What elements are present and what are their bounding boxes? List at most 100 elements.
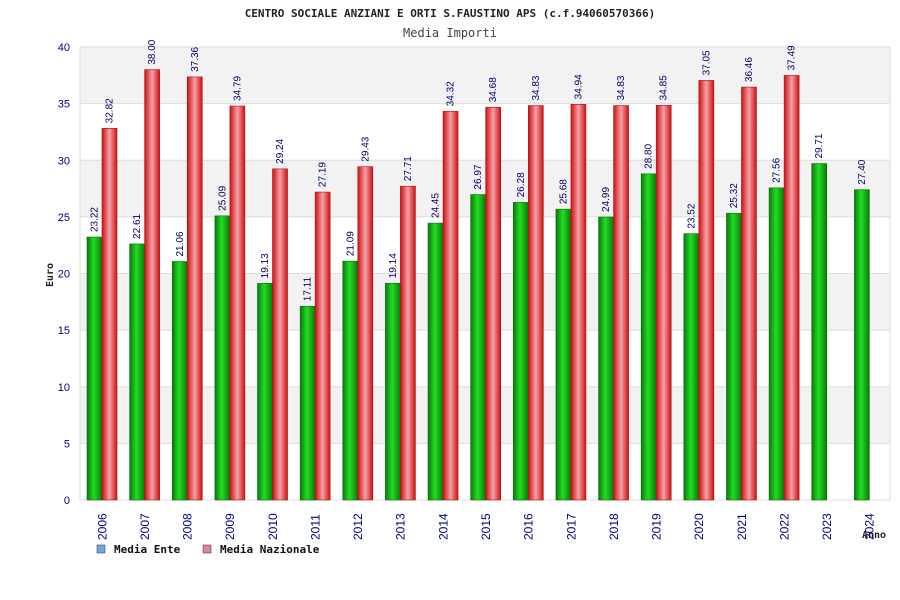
x-tick-label: 2009 — [223, 513, 237, 540]
y-tick-label: 40 — [58, 42, 70, 54]
data-label-media-nazionale: 32.82 — [105, 98, 116, 123]
data-labels: 23.22 22.61 21.06 25.09 19.13 17.11 21.09 19.14… — [90, 39, 868, 301]
bar-media-nazionale — [442, 111, 459, 501]
bar-media-ente — [86, 236, 103, 501]
bar-media-ente — [470, 194, 486, 501]
y-tick-label: 35 — [58, 99, 70, 111]
y-tick-label: 20 — [58, 269, 70, 281]
data-label-media-nazionale: 27.71 — [403, 156, 414, 181]
data-label-media-nazionale: 29.24 — [275, 138, 286, 163]
legend-label-media-nazionale: Media Nazionale — [220, 543, 320, 556]
x-tick-label: 2013 — [394, 513, 408, 540]
bar-media-nazionale — [783, 75, 800, 501]
bar-media-ente — [342, 260, 359, 501]
bar-media-nazionale — [101, 128, 118, 501]
legend-swatch-media-nazionale — [202, 544, 212, 554]
x-tick-label: 2006 — [95, 513, 109, 540]
bar-media-ente — [640, 173, 657, 501]
data-label-media-nazionale: 34.79 — [232, 76, 243, 101]
x-tick-label: 2011 — [308, 514, 322, 540]
data-label-media-ente: 29.71 — [814, 133, 825, 158]
bar-media-ente — [811, 163, 828, 501]
data-label-media-nazionale: 38.00 — [147, 39, 158, 64]
bar-media-ente — [171, 261, 188, 501]
y-tick-label: 10 — [58, 382, 70, 394]
y-tick-label: 25 — [58, 212, 70, 224]
legend: Media Ente Media Nazionale — [96, 543, 320, 556]
y-tick-label: 15 — [58, 325, 70, 337]
bar-media-ente — [513, 202, 529, 501]
bar-media-nazionale — [613, 105, 629, 501]
bar-media-nazionale — [272, 168, 288, 501]
data-label-media-ente: 21.09 — [345, 231, 356, 256]
data-label-media-nazionale: 34.83 — [531, 75, 542, 100]
data-label-media-ente: 21.06 — [175, 231, 186, 256]
bar-media-nazionale — [698, 80, 715, 501]
data-label-media-ente: 19.14 — [388, 253, 399, 278]
x-tick-label: 2017 — [564, 513, 578, 540]
x-tick-label: 2022 — [777, 513, 791, 540]
data-label-media-ente: 24.45 — [431, 193, 442, 218]
data-label-media-ente: 23.52 — [686, 203, 697, 228]
data-label-media-ente: 17.11 — [303, 277, 314, 302]
bar-media-nazionale — [570, 104, 587, 501]
data-label-media-ente: 25.68 — [558, 179, 569, 204]
data-label-media-nazionale: 34.68 — [488, 77, 499, 102]
x-tick-label: 2024 — [863, 513, 877, 540]
data-label-media-nazionale: 34.94 — [573, 74, 584, 99]
y-tick-label: 30 — [58, 155, 70, 167]
data-label-media-ente: 28.80 — [644, 143, 655, 168]
data-label-media-nazionale: 29.43 — [360, 136, 371, 161]
x-tick-label: 2007 — [138, 513, 152, 540]
bar-media-ente — [214, 215, 231, 501]
x-tick-label: 2015 — [479, 513, 493, 540]
legend-label-media-ente: Media Ente — [114, 543, 181, 556]
y-axis-label: Euro — [45, 263, 56, 287]
bar-media-nazionale — [528, 105, 544, 501]
bar-media-ente — [427, 222, 444, 501]
bar-media-nazionale — [655, 105, 672, 501]
chart-title: CENTRO SOCIALE ANZIANI E ORTI S.FAUSTINO… — [245, 7, 656, 20]
bar-media-ente — [129, 243, 145, 501]
y-tick-label: 0 — [64, 495, 70, 507]
data-label-media-ente: 27.56 — [772, 157, 783, 182]
data-label-media-nazionale: 34.32 — [446, 81, 457, 106]
bar-media-nazionale — [400, 185, 416, 501]
data-label-media-nazionale: 36.46 — [744, 57, 755, 82]
data-label-media-nazionale: 37.05 — [701, 50, 712, 75]
x-tick-label: 2008 — [181, 513, 195, 540]
bar-media-ente — [385, 282, 401, 501]
bar-media-ente — [726, 212, 742, 501]
x-axis-ticks: 2006 2007 2008 2009 2010 2011 2012 2013 2014 2015… — [95, 513, 876, 540]
bar-media-nazionale — [485, 106, 501, 501]
x-tick-label: 2018 — [607, 513, 621, 540]
x-tick-label: 2012 — [351, 513, 365, 540]
bar-media-ente — [598, 216, 614, 501]
data-label-media-ente: 23.22 — [90, 207, 101, 232]
y-tick-label: 5 — [64, 438, 70, 450]
bars — [86, 69, 870, 501]
bar-media-ente — [299, 305, 316, 501]
x-tick-label: 2010 — [266, 513, 280, 540]
x-tick-label: 2021 — [735, 513, 749, 540]
data-label-media-ente: 26.28 — [516, 172, 527, 197]
bar-media-nazionale — [357, 166, 374, 501]
data-label-media-ente: 19.13 — [260, 253, 271, 278]
x-axis-label: Anno — [862, 530, 886, 541]
legend-swatch-media-ente — [96, 544, 106, 554]
bar-media-nazionale — [144, 69, 160, 501]
bar-media-nazionale — [229, 105, 246, 501]
bar-media-ente — [768, 187, 785, 501]
bar-media-ente — [257, 283, 273, 501]
x-tick-label: 2020 — [692, 513, 706, 540]
x-tick-label: 2016 — [522, 513, 536, 540]
bar-media-ente — [854, 189, 870, 501]
data-label-media-nazionale: 34.85 — [659, 75, 670, 100]
bar-media-nazionale — [741, 86, 757, 501]
data-label-media-ente: 22.61 — [132, 213, 143, 238]
bar-media-nazionale — [314, 191, 331, 501]
data-label-media-nazionale: 34.83 — [616, 75, 627, 100]
data-label-media-ente: 25.32 — [729, 183, 740, 208]
bar-media-ente — [555, 208, 572, 501]
